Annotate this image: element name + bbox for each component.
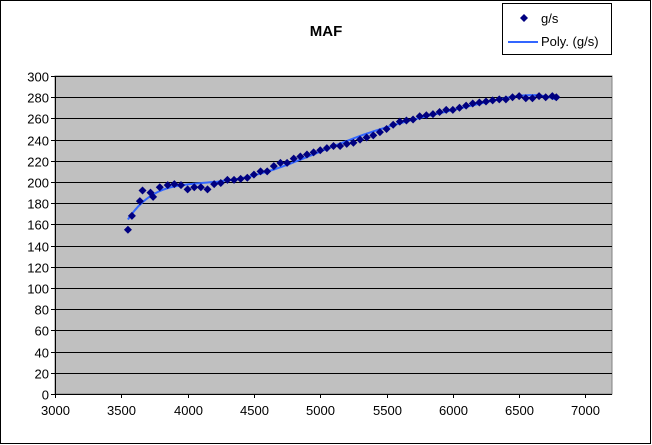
data-point <box>428 110 437 119</box>
y-tick-label: 40 <box>35 346 49 361</box>
y-tick-label: 180 <box>27 197 49 212</box>
data-point <box>362 133 371 142</box>
data-point <box>552 93 561 102</box>
data-point <box>435 108 444 117</box>
data-point <box>442 105 451 114</box>
y-tick-label: 0 <box>42 388 49 403</box>
data-point <box>501 95 510 104</box>
data-point <box>223 175 232 184</box>
data-point <box>190 183 199 192</box>
data-point <box>149 192 158 201</box>
legend-label-trend: Poly. (g/s) <box>541 34 599 49</box>
data-point <box>369 131 378 140</box>
data-point <box>289 154 298 163</box>
data-point <box>515 92 524 101</box>
x-tick-label: 5500 <box>373 403 402 418</box>
data-point <box>422 111 431 120</box>
data-point <box>402 116 411 125</box>
data-point <box>155 183 164 192</box>
data-point <box>296 152 305 161</box>
legend-box <box>502 3 612 55</box>
data-point <box>210 180 219 189</box>
data-point <box>389 120 398 129</box>
data-point <box>448 105 457 114</box>
data-point <box>488 96 497 105</box>
data-point <box>528 94 537 103</box>
data-point <box>309 148 318 157</box>
data-point <box>508 93 517 102</box>
data-point <box>535 92 544 101</box>
data-point <box>138 186 147 195</box>
data-point <box>170 180 179 189</box>
data-point <box>475 98 484 107</box>
y-tick-label: 200 <box>27 176 49 191</box>
legend-marker-diamond <box>520 14 528 22</box>
x-tick-label: 6000 <box>439 403 468 418</box>
plot-area <box>54 75 613 395</box>
data-point <box>249 170 258 179</box>
y-tick-label: 280 <box>27 91 49 106</box>
data-point <box>336 141 345 150</box>
y-tick-label: 220 <box>27 155 49 170</box>
data-point <box>196 183 205 192</box>
data-point <box>230 175 239 184</box>
y-tick-label: 120 <box>27 261 49 276</box>
x-tick-label: 4000 <box>174 403 203 418</box>
data-point <box>269 162 278 171</box>
data-point <box>263 167 272 176</box>
data-point <box>462 101 471 110</box>
data-point <box>163 181 172 190</box>
y-tick-label: 160 <box>27 218 49 233</box>
y-tick-label: 260 <box>27 112 49 127</box>
data-point <box>243 173 252 182</box>
x-tick-label: 4500 <box>240 403 269 418</box>
x-tick-label: 3500 <box>107 403 136 418</box>
data-point <box>382 125 391 133</box>
data-point <box>342 139 351 148</box>
data-point <box>322 144 331 153</box>
data-point <box>216 179 225 188</box>
data-point <box>302 150 311 159</box>
data-point <box>316 146 325 155</box>
data-point <box>482 97 491 106</box>
data-point <box>415 112 424 121</box>
y-tick-label: 100 <box>27 282 49 297</box>
data-point <box>409 115 418 124</box>
data-point <box>135 197 144 206</box>
data-point <box>203 185 212 194</box>
y-tick-label: 300 <box>27 70 49 85</box>
legend: g/s Poly. (g/s) <box>502 3 612 55</box>
data-point <box>455 103 464 112</box>
data-point <box>183 185 192 194</box>
data-point <box>123 225 132 234</box>
data-point <box>127 211 136 220</box>
data-point <box>495 95 504 104</box>
x-tick-label: 3000 <box>41 403 70 418</box>
data-point <box>468 99 477 108</box>
chart-title: MAF <box>310 23 343 40</box>
data-point <box>283 158 292 167</box>
data-point <box>256 167 265 176</box>
data-point <box>356 135 365 144</box>
data-point <box>176 181 185 190</box>
y-tick-label: 240 <box>27 134 49 149</box>
legend-label-series: g/s <box>541 11 559 26</box>
data-point <box>395 117 404 126</box>
data-point <box>329 141 338 150</box>
data-point <box>541 93 550 102</box>
x-tick-label: 5000 <box>306 403 335 418</box>
y-tick-label: 80 <box>35 303 49 318</box>
data-point <box>276 158 285 167</box>
y-tick-label: 60 <box>35 324 49 339</box>
data-point <box>521 94 530 103</box>
x-tick-label: 6500 <box>505 403 534 418</box>
data-point <box>236 174 245 183</box>
y-tick-label: 20 <box>35 367 49 382</box>
y-tick-label: 140 <box>27 240 49 255</box>
x-tick-label: 7000 <box>571 403 600 418</box>
data-point <box>349 138 358 147</box>
data-point <box>375 128 384 137</box>
